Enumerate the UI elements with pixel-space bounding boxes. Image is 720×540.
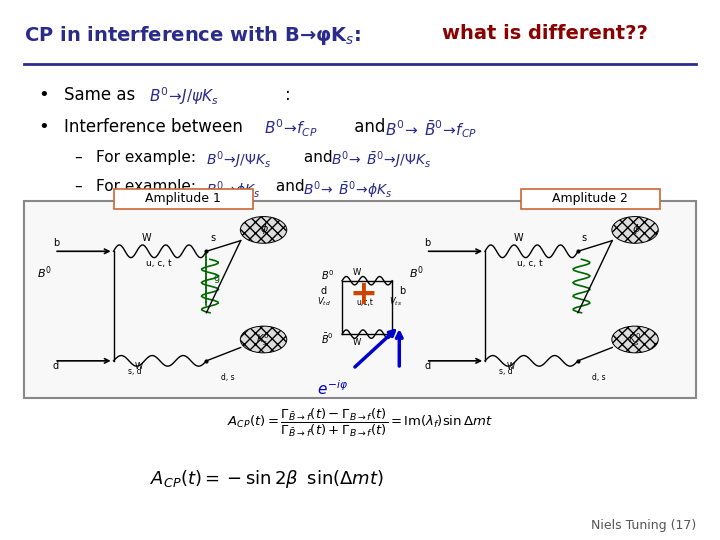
Text: Interference between: Interference between	[63, 118, 248, 136]
Text: $A_{CP}(t) = -\sin 2\beta \;\;\sin(\Delta mt)$: $A_{CP}(t) = -\sin 2\beta \;\;\sin(\Delt…	[150, 468, 384, 490]
Ellipse shape	[240, 326, 287, 353]
Text: b: b	[424, 238, 431, 248]
Text: $K^0_s$: $K^0_s$	[628, 331, 641, 348]
Text: $B^0\!\to\!\phi K_s$: $B^0\!\to\!\phi K_s$	[207, 179, 261, 201]
Text: $\phi$: $\phi$	[261, 222, 269, 237]
Text: •: •	[38, 118, 49, 136]
Text: Amplitude 1: Amplitude 1	[145, 192, 221, 205]
Ellipse shape	[612, 326, 658, 353]
Text: W: W	[513, 233, 523, 242]
Text: $V_{td}$: $V_{td}$	[317, 296, 331, 308]
Text: $B^0$: $B^0$	[320, 268, 334, 282]
Text: u, c, t: u, c, t	[145, 259, 171, 268]
Bar	[114, 190, 253, 208]
Text: $B^0\!\to\;\bar{B}^0\!\to\!\phi K_s$: $B^0\!\to\;\bar{B}^0\!\to\!\phi K_s$	[303, 179, 392, 200]
Text: $A_{CP}(t) = \dfrac{\Gamma_{\bar{B}\to f}(t) - \Gamma_{B\to f}(t)}{\Gamma_{\bar{: $A_{CP}(t) = \dfrac{\Gamma_{\bar{B}\to f…	[227, 406, 493, 438]
Text: u,c,t: u,c,t	[356, 298, 373, 307]
Text: g: g	[214, 273, 220, 282]
Text: •: •	[38, 86, 49, 104]
Text: what is different??: what is different??	[442, 24, 648, 43]
Text: u, c, t: u, c, t	[517, 259, 543, 268]
Text: $B^0\!\to\!f_{CP}$: $B^0\!\to\!f_{CP}$	[264, 118, 318, 139]
Text: Same as: Same as	[63, 86, 140, 104]
Text: W: W	[506, 362, 515, 371]
Text: For example:: For example:	[96, 150, 201, 165]
Text: d: d	[320, 286, 327, 296]
Text: $e^{-i\varphi}$: $e^{-i\varphi}$	[317, 380, 348, 399]
Text: Amplitude 2: Amplitude 2	[552, 192, 628, 205]
Text: b: b	[400, 286, 405, 296]
Text: d, s: d, s	[221, 373, 234, 382]
Text: d: d	[424, 361, 431, 371]
Text: $B^0$: $B^0$	[37, 265, 52, 281]
Text: and: and	[349, 118, 391, 136]
Text: :: :	[285, 86, 291, 104]
Text: d, s: d, s	[592, 373, 606, 382]
Text: $\phi$: $\phi$	[632, 222, 641, 237]
Ellipse shape	[240, 217, 287, 244]
Text: CP in interference with B→φK$_s$:: CP in interference with B→φK$_s$:	[24, 24, 370, 47]
Text: $V_{ts}$: $V_{ts}$	[389, 296, 402, 308]
Text: s, d: s, d	[128, 367, 141, 376]
Bar	[521, 190, 660, 208]
Text: $B^0\!\to\;\bar{B}^0\!\to\!f_{CP}$: $B^0\!\to\;\bar{B}^0\!\to\!f_{CP}$	[385, 118, 477, 139]
Text: and: and	[271, 179, 309, 194]
Text: s: s	[210, 233, 215, 242]
Text: and: and	[300, 150, 338, 165]
Text: +: +	[350, 278, 377, 310]
Text: –: –	[74, 179, 82, 194]
Text: W: W	[142, 233, 152, 242]
Text: Niels Tuning (17): Niels Tuning (17)	[590, 519, 696, 532]
Text: $\bar{B}^0$: $\bar{B}^0$	[320, 333, 333, 347]
Text: s, d: s, d	[499, 367, 513, 376]
Text: –: –	[74, 150, 82, 165]
Text: $B^0\!\to\;\bar{B}^0\!\to\!J/\Psi K_s$: $B^0\!\to\;\bar{B}^0\!\to\!J/\Psi K_s$	[331, 150, 431, 171]
Text: W: W	[353, 268, 361, 278]
Ellipse shape	[612, 217, 658, 244]
Text: For example:: For example:	[96, 179, 201, 194]
Text: $B^0\!\to\!J/\Psi K_s$: $B^0\!\to\!J/\Psi K_s$	[207, 150, 271, 171]
Text: W: W	[135, 362, 143, 371]
Text: s: s	[582, 233, 587, 242]
Text: $K^0_s$: $K^0_s$	[256, 331, 269, 348]
Text: W: W	[353, 338, 361, 347]
Text: b: b	[53, 238, 59, 248]
Text: d: d	[53, 361, 59, 371]
Text: $B^0$: $B^0$	[408, 265, 423, 281]
Text: $B^0\!\to\!J/\psi K_s$: $B^0\!\to\!J/\psi K_s$	[149, 86, 219, 107]
